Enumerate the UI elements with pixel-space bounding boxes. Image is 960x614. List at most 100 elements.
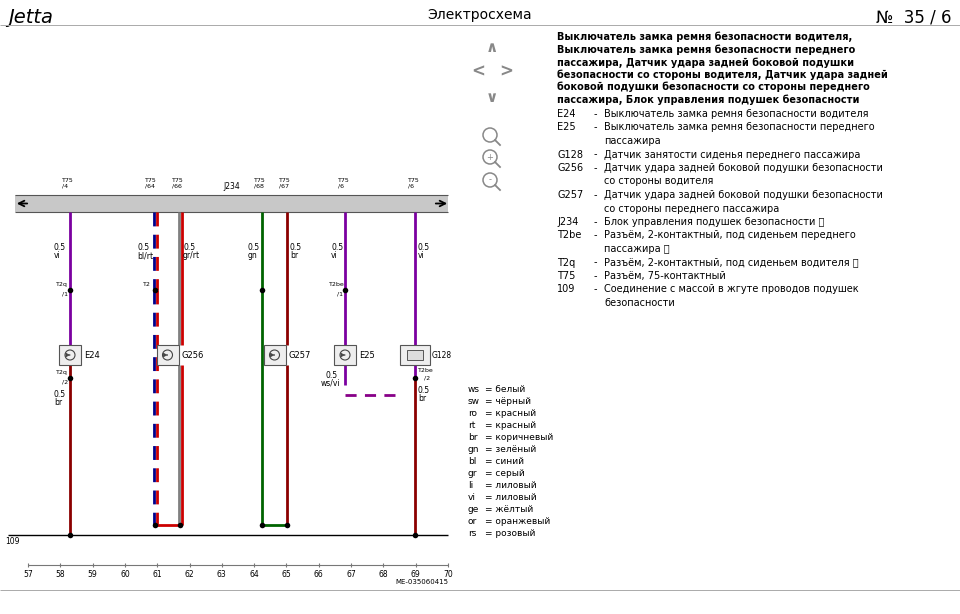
Text: = жёлтый: = жёлтый [485,505,533,514]
Text: T75
/66: T75 /66 [172,178,183,188]
Text: G257: G257 [557,190,584,200]
Text: J234: J234 [557,217,578,227]
Text: T75: T75 [557,271,575,281]
Text: li: li [468,481,473,490]
Text: /2: /2 [62,379,68,384]
Text: боковой подушки безопасности со стороны переднего: боковой подушки безопасности со стороны … [557,82,870,93]
Text: = лиловый: = лиловый [485,481,537,490]
Text: = зелёный: = зелёный [485,445,537,454]
Text: 0.5: 0.5 [418,386,430,395]
Text: №  35 / 6: № 35 / 6 [876,8,952,26]
Text: -: - [594,271,597,281]
Text: Выключатель замка ремня безопасности переднего: Выключатель замка ремня безопасности пер… [557,44,855,55]
Text: br: br [468,433,477,442]
Text: пассажира, Датчик удара задней боковой подушки: пассажира, Датчик удара задней боковой п… [557,57,854,68]
Text: -: - [594,190,597,200]
Text: vi: vi [54,252,60,260]
Text: T2q: T2q [557,257,575,268]
Bar [334,345,356,365]
Text: vi: vi [331,252,338,260]
Text: безопасности: безопасности [604,298,675,308]
Text: -: - [594,123,597,133]
Text: Выключатель замка ремня безопасности водителя,: Выключатель замка ремня безопасности вод… [557,32,852,42]
Text: 59: 59 [87,570,98,579]
Text: = коричневый: = коричневый [485,433,553,442]
Text: sw: sw [468,397,480,406]
Text: G256: G256 [181,351,204,360]
Text: ro: ro [468,409,477,418]
Text: 60: 60 [120,570,130,579]
Text: 109: 109 [557,284,575,295]
Text: /2: /2 [424,376,430,381]
Text: ∧: ∧ [486,41,498,55]
Text: br: br [54,398,62,407]
Text: = оранжевый: = оранжевый [485,517,550,526]
Bar [15,195,448,212]
Text: 61: 61 [153,570,162,579]
Text: = белый: = белый [485,385,525,394]
Text: bl: bl [468,457,476,466]
Text: T2be: T2be [557,230,582,241]
Text: gr/rt: gr/rt [183,252,200,260]
Text: ge: ge [468,505,479,514]
Text: T75
/64: T75 /64 [145,178,156,188]
Text: T75
/6: T75 /6 [338,178,349,188]
Text: безопасности со стороны водителя, Датчик удара задней: безопасности со стороны водителя, Датчик… [557,69,888,80]
Bar [59,345,81,365]
Text: T75
/4: T75 /4 [62,178,74,188]
Text: Датчик удара задней боковой подушки безопасности: Датчик удара задней боковой подушки безо… [604,190,883,200]
Text: E24: E24 [84,351,100,360]
Text: со стороны водителя: со стороны водителя [604,176,713,187]
Text: Электросхема: Электросхема [428,8,532,22]
Text: 66: 66 [314,570,324,579]
Text: 0.5: 0.5 [137,244,149,252]
Text: -: - [594,109,597,119]
Text: G128: G128 [557,149,583,160]
Text: Соединение с массой в жгуте проводов подушек: Соединение с массой в жгуте проводов под… [604,284,858,295]
Text: Датчик занятости сиденья переднего пассажира: Датчик занятости сиденья переднего пасса… [604,149,860,160]
Text: 70: 70 [444,570,453,579]
Text: = лиловый: = лиловый [485,493,537,502]
Text: пассажира: пассажира [604,136,660,146]
Text: Датчик удара задней боковой подушки безопасности: Датчик удара задней боковой подушки безо… [604,163,883,173]
Text: T2be: T2be [329,282,345,287]
Text: 63: 63 [217,570,227,579]
Text: 0.5: 0.5 [183,244,195,252]
Text: /1: /1 [337,291,343,296]
Text: br: br [290,252,299,260]
Text: gn: gn [248,252,257,260]
Text: T2q: T2q [56,370,68,375]
Text: 0.5: 0.5 [248,244,260,252]
Text: = красный: = красный [485,421,536,430]
Text: vi: vi [418,252,424,260]
Text: br: br [418,394,426,403]
Text: ME-035060415: ME-035060415 [395,579,448,585]
Text: gn: gn [468,445,479,454]
Text: 62: 62 [184,570,194,579]
Text: -: - [594,230,597,241]
Text: Блок управления подушек безопасности 📷: Блок управления подушек безопасности 📷 [604,217,825,227]
Text: -: - [489,176,492,184]
Text: gr: gr [468,469,477,478]
Text: G128: G128 [432,351,452,360]
Text: 0.5: 0.5 [331,244,343,252]
Text: = розовый: = розовый [485,529,536,538]
Text: 68: 68 [378,570,388,579]
Text: <: < [471,63,485,81]
Text: 67: 67 [347,570,356,579]
Text: E25: E25 [359,351,374,360]
Text: 0.5: 0.5 [325,371,337,380]
Text: пассажира, Блок управления подушек безопасности: пассажира, Блок управления подушек безоп… [557,95,859,105]
Text: 109: 109 [5,537,19,546]
Text: +: + [487,152,493,161]
Text: -: - [594,217,597,227]
Bar [400,345,430,365]
Text: 65: 65 [281,570,291,579]
Text: = серый: = серый [485,469,525,478]
Bar [156,345,179,365]
Text: -: - [594,257,597,268]
Text: Разъём, 2-контактный, под сиденьем водителя 📷: Разъём, 2-контактный, под сиденьем водит… [604,257,858,268]
Text: Jetta: Jetta [8,8,53,27]
Text: rs: rs [468,529,476,538]
Text: ws/vi: ws/vi [321,379,341,388]
